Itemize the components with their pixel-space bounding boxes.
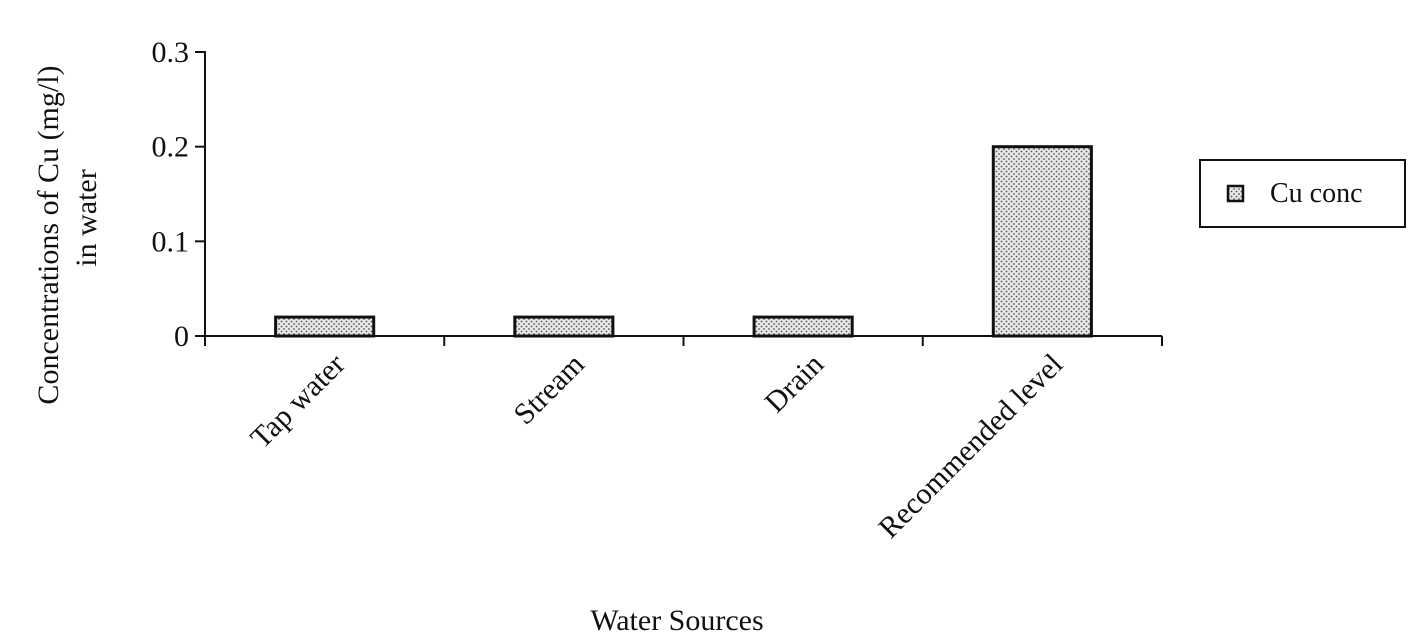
bar-drain — [752, 315, 854, 338]
legend-label: Cu conc — [1270, 178, 1363, 209]
axes — [204, 51, 1162, 346]
x-tick-label: Drain — [758, 348, 830, 420]
bar-tap-water — [274, 315, 376, 338]
y-axis-title: Concentrations of Cu (mg/l) in water — [32, 65, 103, 404]
y-tick-label: 0.2 — [152, 131, 190, 164]
bar-stream — [513, 315, 615, 338]
y-axis-title-line-2: in water — [70, 169, 103, 266]
x-tick-label: Stream — [507, 348, 590, 431]
legend-swatch — [1226, 184, 1245, 203]
x-axis-title: Water Sources — [590, 604, 763, 637]
y-tick-label: 0.3 — [152, 36, 190, 69]
legend: Cu conc — [1199, 159, 1406, 228]
y-tick-label: 0 — [174, 320, 189, 353]
y-axis-ticks: 0 0.1 0.2 0.3 — [152, 36, 205, 353]
y-axis-title-line-1: Concentrations of Cu (mg/l) — [32, 65, 65, 404]
x-tick-label: Recommended level — [872, 348, 1069, 545]
bars — [274, 145, 1093, 338]
bar-recommended-level — [991, 145, 1093, 338]
x-axis-ticks: Tap water Stream Drain Recommended level — [204, 336, 1163, 545]
y-tick-label: 0.1 — [152, 225, 190, 258]
x-tick-label: Tap water — [244, 348, 351, 455]
